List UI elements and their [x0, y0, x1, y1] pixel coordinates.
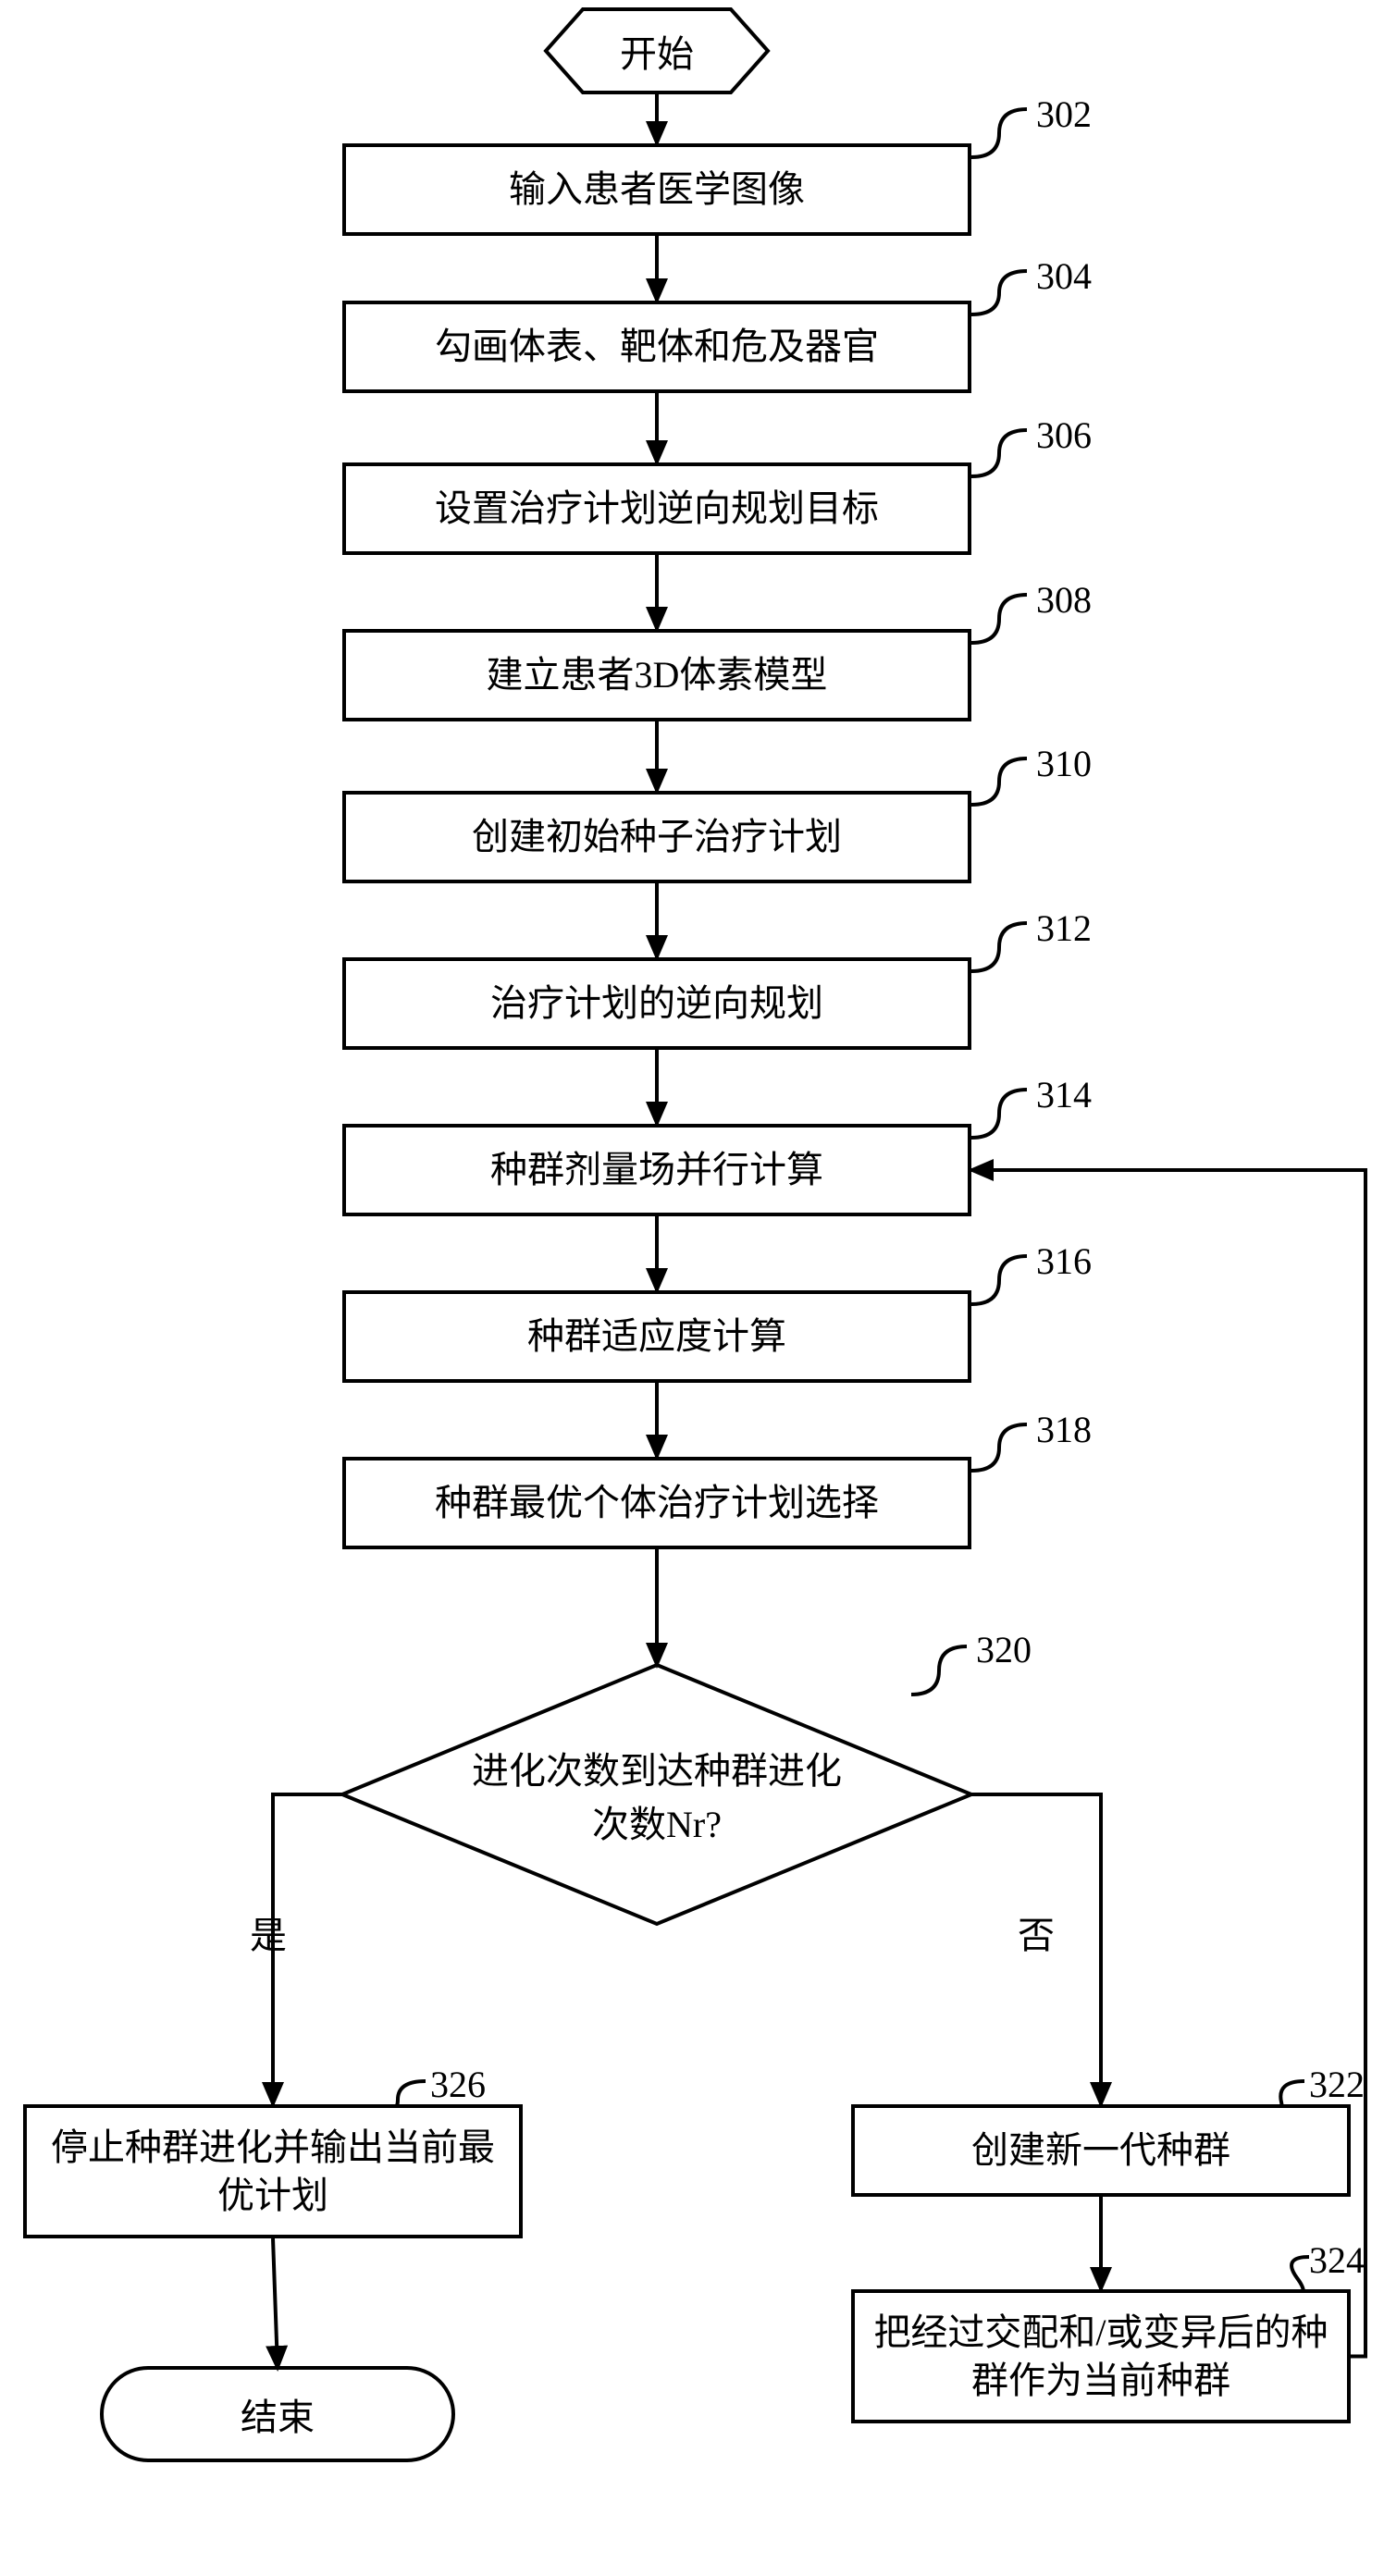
ref-label-326: 326: [430, 2063, 486, 2106]
ref-label-304: 304: [1036, 254, 1092, 298]
ref-label-324: 324: [1309, 2238, 1365, 2282]
node-label: 创建新一代种群: [964, 2123, 1238, 2178]
node-label: 结束: [233, 2384, 322, 2445]
flow-node-end: 结束: [102, 2368, 453, 2460]
ref-label-320: 320: [976, 1628, 1032, 1671]
flow-node-n316: 种群适应度计算: [342, 1290, 971, 1383]
flow-node-n326: 停止种群进化并输出当前最优计划: [23, 2104, 523, 2238]
edge-label: 是: [250, 1905, 287, 1959]
node-label: 输入患者医学图像: [501, 162, 812, 217]
node-label: 进化次数到达种群进化次数Nr?: [462, 1737, 852, 1852]
flow-node-n302: 输入患者医学图像: [342, 143, 971, 236]
flow-node-start: 开始: [546, 9, 768, 92]
ref-label-302: 302: [1036, 92, 1092, 136]
edge-label: 否: [1018, 1905, 1055, 1959]
ref-label-316: 316: [1036, 1239, 1092, 1283]
node-label: 开始: [612, 20, 701, 81]
flow-node-n308: 建立患者3D体素模型: [342, 629, 971, 721]
ref-label-310: 310: [1036, 742, 1092, 785]
node-label: 创建初始种子治疗计划: [464, 809, 849, 865]
ref-label-306: 306: [1036, 413, 1092, 457]
flow-node-n312: 治疗计划的逆向规划: [342, 957, 971, 1050]
flow-node-n324: 把经过交配和/或变异后的种群作为当前种群: [851, 2289, 1351, 2423]
node-label: 治疗计划的逆向规划: [483, 976, 831, 1031]
node-label: 种群剂量场并行计算: [483, 1142, 831, 1198]
node-label: 建立患者3D体素模型: [479, 647, 835, 703]
node-label: 勾画体表、靶体和危及器官: [427, 319, 886, 375]
flow-node-n314: 种群剂量场并行计算: [342, 1124, 971, 1216]
node-label: 设置治疗计划逆向规划目标: [427, 481, 886, 536]
ref-label-314: 314: [1036, 1073, 1092, 1116]
flow-node-n320: 进化次数到达种群进化次数Nr?: [342, 1665, 971, 1924]
ref-label-322: 322: [1309, 2063, 1365, 2106]
node-label: 种群适应度计算: [520, 1309, 794, 1364]
flow-node-n304: 勾画体表、靶体和危及器官: [342, 301, 971, 393]
node-label: 种群最优个体治疗计划选择: [427, 1475, 886, 1531]
flow-node-n306: 设置治疗计划逆向规划目标: [342, 462, 971, 555]
ref-label-318: 318: [1036, 1408, 1092, 1451]
ref-label-308: 308: [1036, 578, 1092, 622]
ref-label-312: 312: [1036, 906, 1092, 950]
node-label: 停止种群进化并输出当前最优计划: [27, 2120, 519, 2224]
flow-node-n322: 创建新一代种群: [851, 2104, 1351, 2197]
flowchart-canvas: 是 否 开始输入患者医学图像勾画体表、靶体和危及器官设置治疗计划逆向规划目标建立患者…: [0, 0, 1384, 2576]
flow-node-n318: 种群最优个体治疗计划选择: [342, 1457, 971, 1549]
node-label: 把经过交配和/或变异后的种群作为当前种群: [855, 2305, 1347, 2409]
flow-node-n310: 创建初始种子治疗计划: [342, 791, 971, 883]
